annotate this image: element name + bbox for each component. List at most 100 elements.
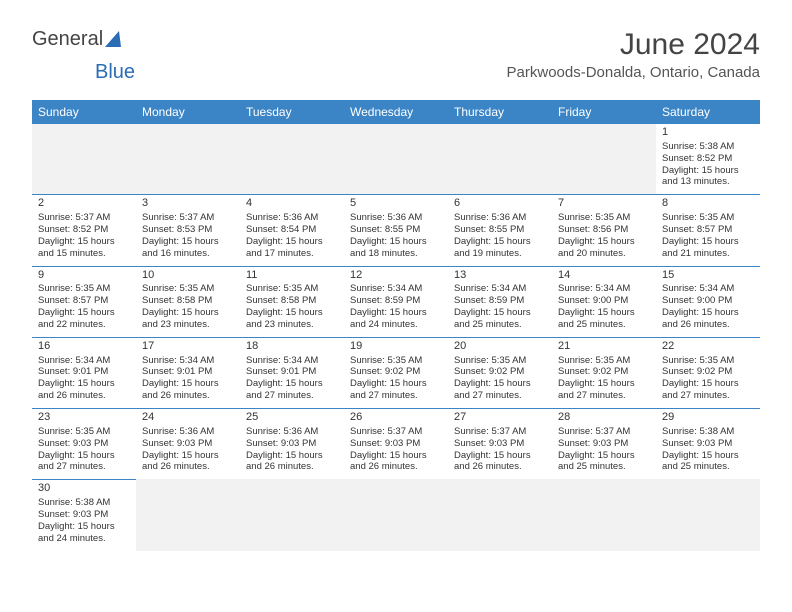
day-number: 16 [38,340,130,354]
day-cell: 27Sunrise: 5:37 AMSunset: 9:03 PMDayligh… [448,409,552,480]
day-number: 2 [38,197,130,211]
day-cell: 3Sunrise: 5:37 AMSunset: 8:53 PMDaylight… [136,195,240,266]
daylight-text: and 25 minutes. [558,319,650,331]
sunrise-text: Sunrise: 5:35 AM [38,426,130,438]
day-number: 28 [558,411,650,425]
day-number: 21 [558,340,650,354]
daylight-text: and 17 minutes. [246,248,338,260]
daylight-text: and 27 minutes. [350,390,442,402]
day-cell: 7Sunrise: 5:35 AMSunset: 8:56 PMDaylight… [552,195,656,266]
sunset-text: Sunset: 9:02 PM [454,366,546,378]
day-cell: 19Sunrise: 5:35 AMSunset: 9:02 PMDayligh… [344,337,448,408]
weekday-header: Friday [552,101,656,124]
sunset-text: Sunset: 9:00 PM [558,295,650,307]
day-cell: 13Sunrise: 5:34 AMSunset: 8:59 PMDayligh… [448,266,552,337]
calendar-row: 9Sunrise: 5:35 AMSunset: 8:57 PMDaylight… [32,266,760,337]
daylight-text: Daylight: 15 hours [38,378,130,390]
daylight-text: and 27 minutes. [246,390,338,402]
daylight-text: and 27 minutes. [454,390,546,402]
calendar-head: SundayMondayTuesdayWednesdayThursdayFrid… [32,101,760,124]
sunset-text: Sunset: 9:03 PM [662,438,754,450]
day-cell: 26Sunrise: 5:37 AMSunset: 9:03 PMDayligh… [344,409,448,480]
day-number: 3 [142,197,234,211]
daylight-text: Daylight: 15 hours [142,378,234,390]
daylight-text: Daylight: 15 hours [246,378,338,390]
day-number: 19 [350,340,442,354]
day-cell: 5Sunrise: 5:36 AMSunset: 8:55 PMDaylight… [344,195,448,266]
daylight-text: Daylight: 15 hours [558,236,650,248]
day-cell: 17Sunrise: 5:34 AMSunset: 9:01 PMDayligh… [136,337,240,408]
sunrise-text: Sunrise: 5:34 AM [350,283,442,295]
day-cell: 4Sunrise: 5:36 AMSunset: 8:54 PMDaylight… [240,195,344,266]
empty-cell [552,124,656,195]
sunrise-text: Sunrise: 5:38 AM [38,497,130,509]
sunrise-text: Sunrise: 5:37 AM [558,426,650,438]
sunset-text: Sunset: 9:02 PM [558,366,650,378]
empty-cell [136,124,240,195]
day-number: 27 [454,411,546,425]
day-cell: 23Sunrise: 5:35 AMSunset: 9:03 PMDayligh… [32,409,136,480]
sunset-text: Sunset: 9:01 PM [246,366,338,378]
day-cell: 30Sunrise: 5:38 AMSunset: 9:03 PMDayligh… [32,480,136,551]
calendar-row: 16Sunrise: 5:34 AMSunset: 9:01 PMDayligh… [32,337,760,408]
daylight-text: Daylight: 15 hours [662,307,754,319]
daylight-text: and 24 minutes. [350,319,442,331]
empty-cell [448,124,552,195]
daylight-text: and 27 minutes. [558,390,650,402]
brand-logo: General [32,28,123,51]
daylight-text: and 21 minutes. [662,248,754,260]
title-block: June 2024 Parkwoods-Donalda, Ontario, Ca… [507,28,760,81]
daylight-text: Daylight: 15 hours [38,236,130,248]
brand-part2: Blue [95,61,135,83]
sunrise-text: Sunrise: 5:35 AM [246,283,338,295]
sunset-text: Sunset: 8:59 PM [350,295,442,307]
day-cell: 18Sunrise: 5:34 AMSunset: 9:01 PMDayligh… [240,337,344,408]
day-number: 7 [558,197,650,211]
daylight-text: Daylight: 15 hours [246,307,338,319]
weekday-header: Monday [136,101,240,124]
daylight-text: Daylight: 15 hours [38,450,130,462]
daylight-text: Daylight: 15 hours [142,307,234,319]
sunset-text: Sunset: 8:57 PM [38,295,130,307]
sunset-text: Sunset: 8:58 PM [142,295,234,307]
day-number: 9 [38,269,130,283]
sunset-text: Sunset: 9:03 PM [350,438,442,450]
sunrise-text: Sunrise: 5:35 AM [38,283,130,295]
sunrise-text: Sunrise: 5:37 AM [454,426,546,438]
day-cell: 20Sunrise: 5:35 AMSunset: 9:02 PMDayligh… [448,337,552,408]
daylight-text: and 26 minutes. [246,461,338,473]
day-cell: 12Sunrise: 5:34 AMSunset: 8:59 PMDayligh… [344,266,448,337]
daylight-text: Daylight: 15 hours [558,307,650,319]
sunrise-text: Sunrise: 5:34 AM [142,355,234,367]
daylight-text: Daylight: 15 hours [246,236,338,248]
sunrise-text: Sunrise: 5:37 AM [142,212,234,224]
daylight-text: and 27 minutes. [662,390,754,402]
sunrise-text: Sunrise: 5:38 AM [662,426,754,438]
daylight-text: Daylight: 15 hours [662,378,754,390]
daylight-text: and 26 minutes. [38,390,130,402]
sunset-text: Sunset: 8:52 PM [662,153,754,165]
day-cell: 16Sunrise: 5:34 AMSunset: 9:01 PMDayligh… [32,337,136,408]
daylight-text: and 25 minutes. [558,461,650,473]
sunrise-text: Sunrise: 5:35 AM [558,355,650,367]
calendar-body: 1Sunrise: 5:38 AMSunset: 8:52 PMDaylight… [32,124,760,551]
empty-cell [136,480,240,551]
weekday-header: Saturday [656,101,760,124]
daylight-text: and 25 minutes. [454,319,546,331]
daylight-text: and 16 minutes. [142,248,234,260]
daylight-text: and 26 minutes. [142,461,234,473]
sunset-text: Sunset: 8:52 PM [38,224,130,236]
sunset-text: Sunset: 9:03 PM [454,438,546,450]
day-cell: 9Sunrise: 5:35 AMSunset: 8:57 PMDaylight… [32,266,136,337]
daylight-text: and 23 minutes. [246,319,338,331]
daylight-text: Daylight: 15 hours [38,521,130,533]
daylight-text: and 26 minutes. [350,461,442,473]
day-cell: 14Sunrise: 5:34 AMSunset: 9:00 PMDayligh… [552,266,656,337]
day-cell: 6Sunrise: 5:36 AMSunset: 8:55 PMDaylight… [448,195,552,266]
sunset-text: Sunset: 9:01 PM [142,366,234,378]
daylight-text: Daylight: 15 hours [454,378,546,390]
day-cell: 29Sunrise: 5:38 AMSunset: 9:03 PMDayligh… [656,409,760,480]
sunrise-text: Sunrise: 5:34 AM [662,283,754,295]
calendar-row: 30Sunrise: 5:38 AMSunset: 9:03 PMDayligh… [32,480,760,551]
day-cell: 28Sunrise: 5:37 AMSunset: 9:03 PMDayligh… [552,409,656,480]
